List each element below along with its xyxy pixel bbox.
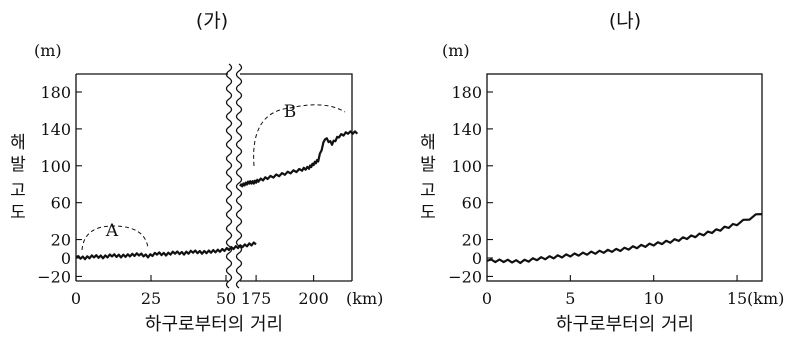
series-line [486, 213, 763, 265]
x-unit-label: (km) [747, 289, 784, 308]
y-unit-label: (m) [442, 41, 470, 60]
y-tick-label: 60 [462, 194, 482, 213]
y-axis-label-char: 고 [10, 181, 26, 201]
y-axis-label-char: 도 [420, 203, 436, 223]
x-tick-label: 15 [727, 289, 747, 308]
plot-frame [486, 73, 763, 282]
axis-break-line [235, 63, 243, 289]
y-axis-label-char: 해 [420, 133, 436, 153]
y-axis-label-char: 해 [10, 133, 26, 153]
x-tick-label: 10 [644, 289, 664, 308]
x-tick-label: 200 [298, 289, 329, 308]
y-tick-label: 140 [451, 120, 482, 139]
axis-break-line [225, 63, 233, 289]
x-tick-label: 0 [482, 289, 492, 308]
panel-label: (가) [196, 10, 228, 32]
y-axis-label-char: 발 [420, 155, 436, 175]
annotation-arc-b [253, 104, 346, 167]
series-line-left [75, 241, 257, 261]
y-tick-label: 20 [51, 231, 71, 250]
x-tick-label: 25 [141, 289, 161, 308]
x-tick-label: 50 [216, 289, 236, 308]
y-unit-label: (m) [34, 41, 62, 60]
y-axis-label-char: 고 [420, 181, 436, 201]
y-tick-label: 180 [451, 83, 482, 102]
x-tick-label: 0 [71, 289, 81, 308]
plot-frame [76, 73, 353, 282]
y-tick-label: 180 [40, 83, 71, 102]
annotation-label-b: B [284, 102, 297, 122]
y-tick-label: 0 [472, 249, 482, 268]
series-line-right [239, 130, 359, 188]
y-axis-label-char: 발 [10, 155, 26, 175]
y-tick-label: 0 [61, 249, 71, 268]
y-tick-label: 100 [451, 157, 482, 176]
y-tick-label: 140 [40, 120, 71, 139]
x-unit-label: (km) [346, 289, 383, 308]
x-axis-label: 하구로부터의 거리 [556, 314, 694, 335]
y-axis-label-char: 도 [10, 203, 26, 223]
x-tick-label: 175 [241, 289, 272, 308]
y-tick-label: −20 [37, 267, 71, 286]
y-tick-label: 60 [51, 194, 71, 213]
y-tick-label: −20 [448, 267, 482, 286]
x-tick-label: 5 [565, 289, 575, 308]
y-tick-label: 100 [40, 157, 71, 176]
annotation-label-a: A [105, 221, 119, 241]
x-axis-label: 하구로부터의 거리 [145, 314, 283, 335]
annotation-arc-a [81, 225, 149, 251]
y-tick-label: 20 [462, 231, 482, 250]
panel-label: (나) [609, 10, 641, 32]
